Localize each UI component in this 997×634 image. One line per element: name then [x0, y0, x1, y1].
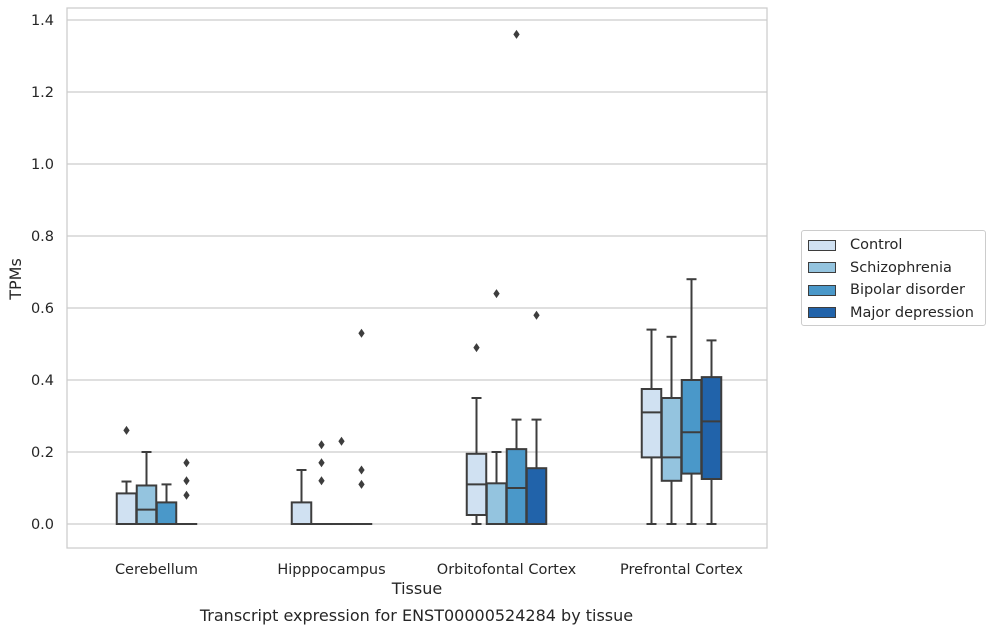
box-group: [115, 425, 138, 525]
outlier-point: [358, 328, 365, 338]
y-tick-label: 1.4: [31, 13, 54, 29]
y-tick-label: 0.8: [31, 229, 54, 245]
y-tick-label: 0.0: [31, 517, 54, 533]
gridlines: [67, 19, 767, 525]
outlier-point: [358, 479, 365, 489]
outlier-point: [493, 289, 500, 299]
box-group: [465, 343, 488, 525]
box: [115, 492, 138, 525]
outlier-point: [358, 465, 365, 475]
x-tick-label: Prefrontal Cortex: [620, 562, 743, 578]
box-group: [505, 29, 528, 525]
series-major-depression: [175, 310, 723, 526]
legend-item: Bipolar disorder: [808, 280, 965, 300]
legend-label: Control: [850, 237, 903, 253]
legend-swatch: [808, 262, 836, 273]
box: [155, 501, 178, 525]
legend-label: Major depression: [850, 304, 974, 321]
x-tick-label: Hipppocampus: [277, 562, 385, 578]
outlier-point: [183, 458, 190, 468]
y-axis-ticks: 0.0 0.2 0.4 0.6 0.8 1.0 1.2 1.4: [31, 13, 54, 533]
y-tick-label: 0.6: [31, 301, 54, 317]
legend: Control Schizophrenia Bipolar disorder Majo…: [801, 230, 986, 326]
chart-caption: Transcript expression for ENST0000052428…: [199, 606, 634, 625]
x-axis-ticks: Cerebellum Hipppocampus Orbitofontal Corte…: [115, 562, 743, 578]
outlier-point: [183, 490, 190, 500]
outlier-point: [318, 458, 325, 468]
y-tick-label: 1.0: [31, 157, 54, 173]
y-tick-label: 0.4: [31, 373, 54, 389]
box-group: [700, 339, 723, 525]
outlier-point: [533, 310, 540, 320]
box-group: [680, 278, 703, 525]
plot-frame: [66, 7, 768, 549]
outlier-point: [473, 343, 480, 353]
x-axis-label: Tissue: [391, 579, 442, 598]
box-group: [310, 440, 333, 526]
legend-swatch: [808, 239, 836, 251]
box-group: [485, 289, 508, 526]
box: [135, 484, 158, 526]
box-group: [135, 451, 158, 526]
outlier-point: [123, 425, 130, 435]
box-group: [660, 335, 683, 525]
box: [485, 482, 508, 526]
outlier-point: [338, 436, 345, 446]
series-bipolar-disorder: [155, 29, 703, 526]
outlier-point: [183, 476, 190, 486]
box: [525, 467, 548, 526]
outlier-point: [513, 29, 520, 39]
legend-label: Schizophrenia: [850, 259, 952, 276]
box-group: [640, 328, 663, 525]
box-series: [115, 29, 723, 526]
series-schizophrenia: [135, 289, 683, 526]
box-group: [525, 310, 548, 526]
box: [290, 501, 313, 525]
box-group: [350, 328, 373, 526]
x-tick-label: Orbitofontal Cortex: [437, 562, 577, 578]
legend-item: Control: [808, 235, 902, 255]
legend-label: Bipolar disorder: [850, 282, 965, 298]
x-tick-label: Cerebellum: [115, 562, 198, 578]
outlier-point: [318, 440, 325, 450]
outlier-point: [318, 476, 325, 486]
series-control: [115, 328, 663, 525]
y-tick-label: 1.2: [31, 85, 54, 101]
legend-item: Major depression: [808, 303, 974, 323]
box-group: [290, 469, 313, 525]
box-group: [155, 483, 178, 525]
box-group: [175, 458, 198, 526]
box: [680, 379, 703, 475]
box: [505, 448, 528, 525]
legend-swatch: [808, 307, 836, 318]
y-axis-label: TPMs: [6, 258, 25, 301]
box-group: [330, 436, 353, 526]
box: [640, 388, 663, 459]
box: [700, 376, 723, 480]
box: [660, 397, 683, 482]
y-tick-label: 0.2: [31, 445, 54, 461]
legend-item: Schizophrenia: [808, 258, 952, 278]
legend-swatch: [808, 284, 836, 296]
